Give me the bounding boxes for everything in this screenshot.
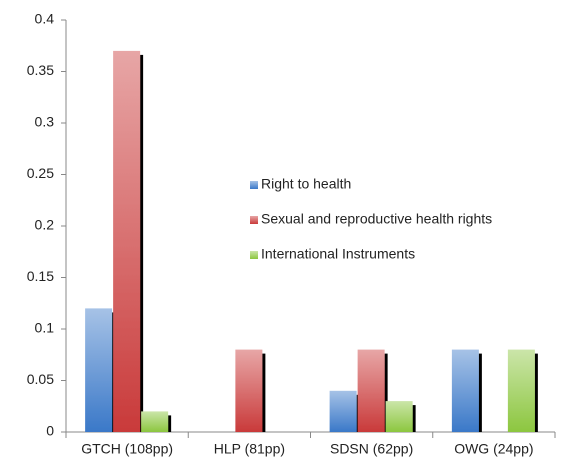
x-tick-label: GTCH (108pp) [81, 441, 173, 457]
y-tick-label: 0.15 [27, 268, 54, 284]
bar [329, 390, 357, 432]
bar [113, 50, 141, 432]
bar [357, 349, 385, 432]
bar [85, 308, 113, 432]
y-tick-label: 0.2 [35, 217, 55, 233]
legend-swatch [250, 181, 258, 189]
y-tick-label: 0.4 [35, 11, 55, 27]
bars [85, 50, 535, 432]
legend-label: Right to health [261, 176, 351, 192]
y-tick-label: 0.35 [27, 62, 54, 78]
y-tick-label: 0 [46, 423, 54, 439]
y-tick-label: 0.1 [35, 320, 55, 336]
x-tick-label: SDSN (62pp) [330, 441, 413, 457]
legend-label: International Instruments [261, 246, 415, 262]
y-tick-label: 0.3 [35, 114, 55, 130]
y-tick-label: 0.25 [27, 165, 54, 181]
bar [451, 349, 479, 432]
bar [507, 349, 535, 432]
legend-label: Sexual and reproductive health rights [261, 211, 492, 227]
bar [235, 349, 263, 432]
y-tick-label: 0.05 [27, 371, 54, 387]
legend-swatch [250, 216, 258, 224]
x-tick-label: HLP (81pp) [214, 441, 285, 457]
legend-swatch [250, 251, 258, 259]
bar [385, 401, 413, 432]
x-tick-label: OWG (24pp) [454, 441, 533, 457]
bar [141, 411, 169, 432]
